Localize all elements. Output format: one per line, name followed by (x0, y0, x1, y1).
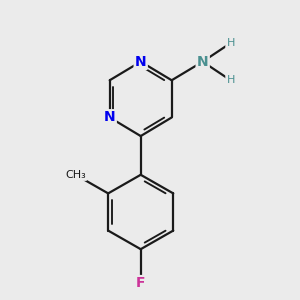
Text: F: F (136, 276, 146, 290)
Text: H: H (226, 75, 235, 85)
Text: N: N (135, 55, 146, 69)
Text: H: H (226, 38, 235, 48)
Text: N: N (104, 110, 116, 124)
Text: N: N (197, 55, 208, 69)
Text: CH₃: CH₃ (65, 170, 86, 180)
